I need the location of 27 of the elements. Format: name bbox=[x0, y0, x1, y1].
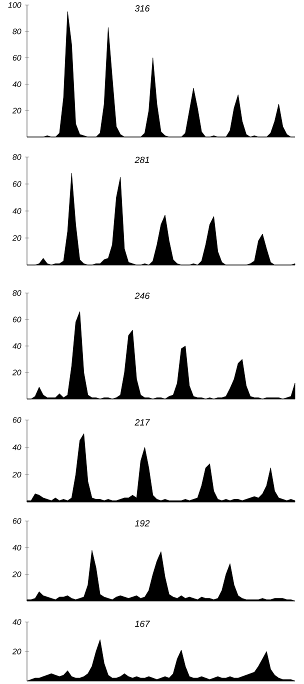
y-tick-label: 20 bbox=[12, 370, 22, 376]
y-tick-label: 60 bbox=[12, 417, 22, 423]
y-tick-label: 20 bbox=[12, 108, 22, 114]
y-tick-label: 80 bbox=[12, 154, 22, 160]
y-tick-label: 20 bbox=[12, 571, 22, 578]
chart-title: 217 bbox=[134, 419, 150, 426]
y-tick-label: 40 bbox=[12, 544, 22, 550]
chart-title: 167 bbox=[134, 620, 150, 628]
y-tick-label: 40 bbox=[12, 619, 22, 625]
y-tick-label: 60 bbox=[12, 316, 22, 322]
y-tick-label: 60 bbox=[12, 518, 22, 524]
y-tick-label: 20 bbox=[12, 235, 22, 241]
y-tick-label: 100 bbox=[8, 2, 22, 8]
chart-title: 192 bbox=[134, 520, 150, 526]
y-tick-label: 80 bbox=[12, 290, 22, 296]
y-tick-label: 40 bbox=[12, 81, 22, 88]
y-tick-label: 60 bbox=[12, 54, 22, 61]
y-tick-label: 20 bbox=[12, 648, 22, 654]
y-tick-label: 20 bbox=[12, 472, 22, 478]
y-tick-label: 60 bbox=[12, 181, 22, 187]
chart-title: 316 bbox=[134, 5, 150, 12]
y-tick-label: 40 bbox=[12, 208, 22, 214]
y-tick-label: 40 bbox=[12, 343, 22, 349]
chart-title: 246 bbox=[134, 292, 150, 300]
y-tick-label: 80 bbox=[12, 28, 22, 34]
chart-title: 281 bbox=[134, 156, 149, 164]
y-tick-label: 40 bbox=[12, 444, 22, 450]
